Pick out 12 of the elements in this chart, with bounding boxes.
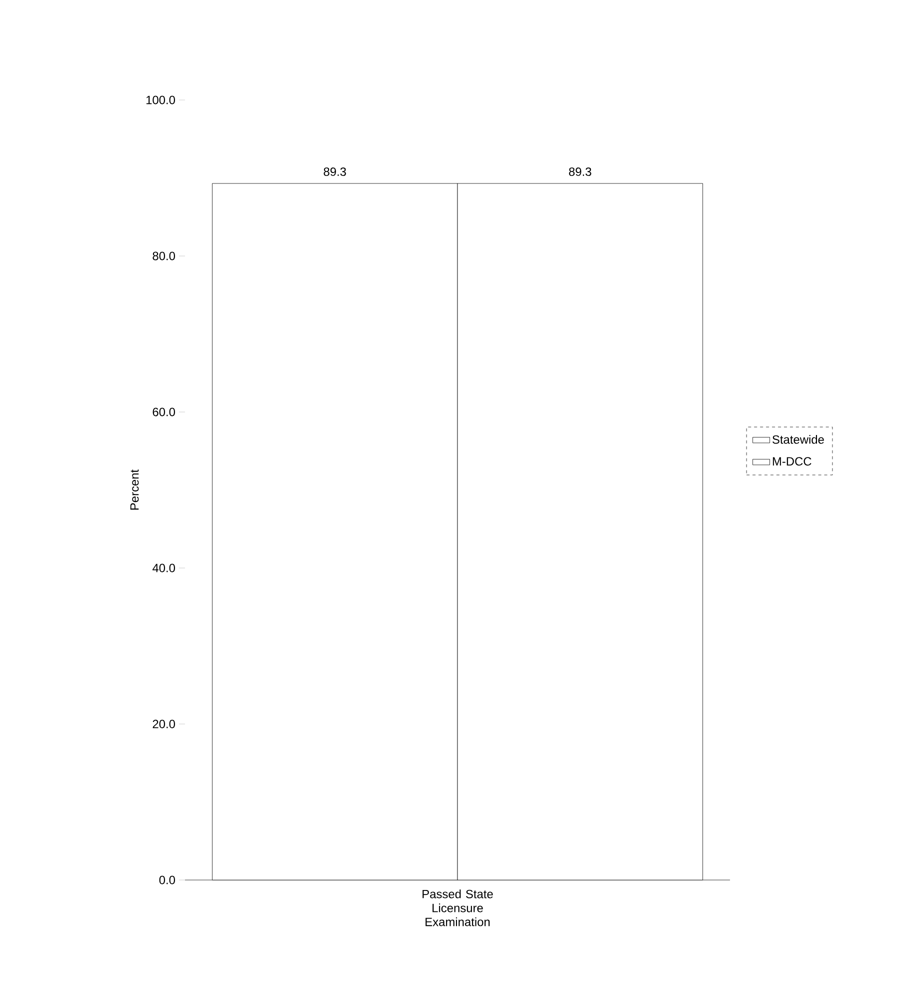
y-tick-label: 20.0 [152,720,176,728]
y-tick-label: 100.0 [146,96,176,104]
y-tick-label: 60.0 [152,408,176,416]
y-tick-label: 40.0 [152,564,176,572]
y-tick-label: 80.0 [152,252,176,260]
x-tick-label: Passed State Licensure Examination [422,890,493,926]
data-label: 89.3 [324,167,346,176]
legend-label: Statewide [772,435,824,444]
y-axis-title: Percent [130,469,139,510]
data-label: 89.3 [569,167,592,176]
y-tick-label: 0.0 [159,876,176,884]
legend-label: M-DCC [772,457,812,466]
